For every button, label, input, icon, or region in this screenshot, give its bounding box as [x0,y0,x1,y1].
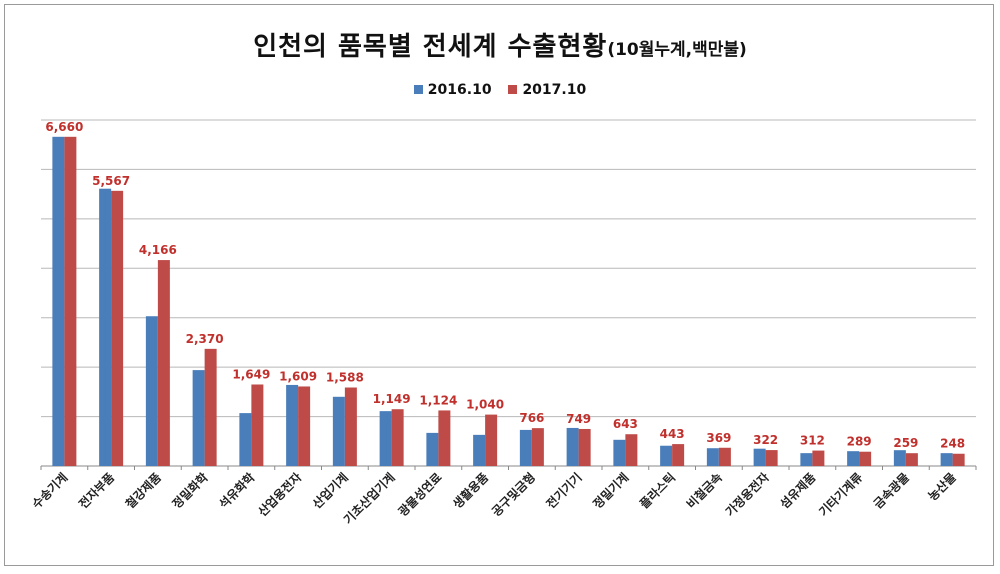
x-tick-label-광물성연료: 광물성연료 [395,470,445,520]
data-label-공구및금형: 766 [519,411,544,425]
bar-2017.10-산업용전자 [298,386,311,466]
bar-2016.10-금속광물 [893,450,906,466]
x-tick-label-산업기계: 산업기계 [309,470,351,512]
data-label-석유화학: 1,649 [232,367,270,381]
data-label-수송기계: 6,660 [45,120,83,134]
legend-label-2016: 2016.10 [427,82,492,98]
data-label-섬유제품: 312 [800,434,825,448]
bar-2016.10-정밀기계 [613,439,626,466]
x-tick-label-정밀기계: 정밀기계 [590,470,632,512]
data-label-철강제품: 4,166 [139,243,177,257]
bar-2017.10-전기기기 [578,428,591,466]
bar-2017.10-플라스틱 [672,444,685,466]
data-label-가정용전자: 322 [753,433,778,447]
data-label-생활용품: 1,040 [466,398,504,412]
x-tick-label-농산물: 농산물 [925,470,959,504]
x-tick-label-철강제품: 철강제품 [122,470,164,512]
bar-2016.10-수송기계 [52,136,65,466]
bar-2016.10-산업기계 [332,396,345,466]
bar-2017.10-정밀화학 [204,348,217,466]
bar-2016.10-섬유제품 [800,453,813,466]
data-label-기초산업기계: 1,149 [373,392,411,406]
bar-2016.10-생활용품 [473,434,486,466]
bar-2016.10-전자부품 [99,188,112,466]
x-tick-label-전자부품: 전자부품 [75,470,117,512]
legend-swatch-2016 [413,85,423,94]
x-tick-label-산업용전자: 산업용전자 [255,470,305,520]
bar-2016.10-광물성연료 [426,432,439,466]
bar-2016.10-비철금속 [706,448,719,466]
data-label-농산물: 248 [940,437,965,451]
bar-2016.10-공구및금형 [519,429,532,466]
x-tick-label-금속광물: 금속광물 [870,470,912,512]
x-tick-label-비철금속: 비철금속 [683,470,725,512]
data-label-전기기기: 749 [566,412,591,426]
chart-title-unit: (10월누계,백만불) [607,40,747,60]
bar-2016.10-전기기기 [566,427,579,466]
bar-2017.10-농산물 [952,453,965,466]
bar-2016.10-기초산업기계 [379,411,392,466]
x-tick-label-생활용품: 생활용품 [449,470,491,512]
x-tick-label-플라스틱: 플라스틱 [636,470,678,512]
data-label-플라스틱: 443 [660,427,685,441]
bar-2016.10-농산물 [940,453,953,466]
bar-2017.10-기초산업기계 [391,409,404,466]
chart-title-main: 인천의 품목별 전세계 수출현황 [253,32,608,62]
data-label-광물성연료: 1,124 [419,393,457,407]
x-tick-label-기타기계류: 기타기계류 [816,470,866,520]
x-tick-label-석유화학: 석유화학 [216,470,258,512]
bar-2016.10-철강제품 [145,316,158,466]
x-tick-label-공구및금형: 공구및금형 [488,470,538,520]
data-label-산업용전자: 1,609 [279,369,317,383]
bar-2016.10-석유화학 [239,413,252,466]
legend-swatch-2017 [508,85,518,94]
bar-2017.10-수송기계 [64,136,77,466]
bar-2017.10-기타기계류 [859,451,872,466]
data-label-산업기계: 1,588 [326,371,364,385]
bar-2017.10-섬유제품 [812,450,825,466]
bar-2017.10-정밀기계 [625,434,638,466]
data-label-기타기계류: 289 [847,435,872,449]
data-label-비철금속: 369 [706,431,731,445]
bar-2016.10-플라스틱 [660,445,673,466]
bar-2017.10-광물성연료 [438,410,451,466]
x-tick-label-정밀화학: 정밀화학 [169,470,211,512]
bar-2016.10-가정용전자 [753,448,766,466]
bar-2017.10-생활용품 [485,414,498,466]
data-label-정밀기계: 643 [613,417,638,431]
legend-label-2017: 2017.10 [522,82,587,98]
chart-title: 인천의 품목별 전세계 수출현황(10월누계,백만불) [0,26,1000,63]
bar-2017.10-공구및금형 [531,428,544,466]
bar-2017.10-철강제품 [157,260,170,466]
data-label-금속광물: 259 [893,436,918,450]
bar-2017.10-전자부품 [111,190,124,466]
bar-2017.10-금속광물 [905,453,918,466]
chart-legend: 2016.10 2017.10 [0,82,1000,98]
legend-item-2016: 2016.10 [413,82,492,98]
x-tick-label-전기기기: 전기기기 [543,470,585,512]
bar-2016.10-산업용전자 [286,384,299,466]
bar-2017.10-가정용전자 [765,450,778,466]
bar-2016.10-기타기계류 [847,451,860,466]
legend-item-2017: 2017.10 [508,82,586,98]
data-label-전자부품: 5,567 [92,174,130,188]
bar-2017.10-석유화학 [251,384,264,466]
bar-2016.10-정밀화학 [192,370,205,466]
bar-2017.10-산업기계 [344,387,357,466]
x-tick-label-가정용전자: 가정용전자 [722,470,772,520]
data-label-정밀화학: 2,370 [186,332,224,346]
x-tick-label-수송기계: 수송기계 [29,470,71,512]
bar-2017.10-비철금속 [718,447,731,466]
x-tick-label-섬유제품: 섬유제품 [777,470,819,512]
